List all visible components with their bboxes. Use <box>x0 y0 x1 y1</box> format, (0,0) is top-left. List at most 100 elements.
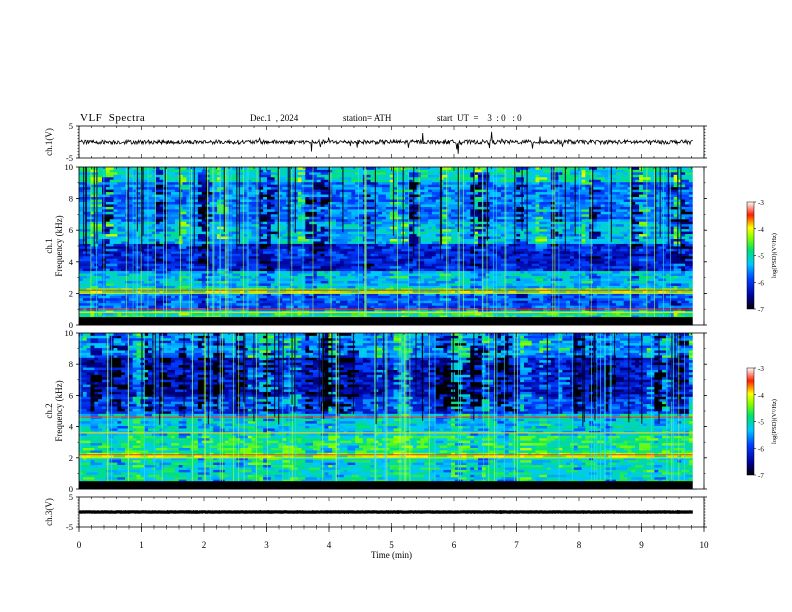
ch1-spectrogram-cell <box>539 226 548 230</box>
ch1-spectrogram-cell <box>681 253 690 257</box>
ch1-spectrogram-cell <box>240 292 245 296</box>
station-label: station= ATH <box>343 113 392 123</box>
ch1-spectrogram-cell <box>658 223 667 227</box>
ch1-spectrogram-cell <box>155 191 164 195</box>
ch1-spectrogram-cell <box>301 270 314 274</box>
ch1-spectrogram-cell <box>286 270 291 274</box>
ch1-spectrogram-cell <box>148 312 160 316</box>
ch1-spectrogram-cell <box>90 310 95 314</box>
ch1-spectrogram-cell <box>520 268 525 272</box>
ch1-spectrogram-cell <box>535 278 544 281</box>
ch1-spectrogram-cell <box>128 184 141 188</box>
ch1-spectrogram-cell <box>109 260 122 264</box>
ch1-spectrogram-cell <box>332 236 337 239</box>
ch1-spectrogram-cell <box>163 302 176 306</box>
ch1-spectrogram-cell <box>466 231 475 235</box>
ch1-spectrogram-cell <box>359 273 364 277</box>
ch1-spectrogram-cell <box>378 263 383 267</box>
ch1-spectrogram-cell <box>650 189 663 193</box>
ch1-spectrogram-cell <box>79 278 84 281</box>
ch1-spectrogram-cell <box>94 184 103 188</box>
ch1-spectrogram-cell <box>251 315 264 318</box>
ch1-spectrogram-cell <box>658 300 671 304</box>
ch1-spectrogram-cell <box>102 226 114 230</box>
ch1-spectrogram-cell <box>443 255 456 259</box>
ch1-spectrogram-cell <box>336 236 348 239</box>
ch1-spectrogram-cell <box>90 292 95 296</box>
ch1-spectrogram-cell <box>466 273 475 277</box>
ch1-spectrogram-cell <box>128 287 134 291</box>
ch1-spectrogram-cell <box>408 174 421 178</box>
ch1-spectrogram-cell <box>301 231 310 235</box>
ch1-spectrogram-cell <box>489 290 494 294</box>
ch1-spectrogram-cell <box>431 238 440 242</box>
ch1-spectrogram-cell <box>190 243 203 247</box>
ch1-spectrogram-cell <box>439 295 444 299</box>
ch1-spectrogram-cell <box>631 246 636 249</box>
ch1-spectrogram-cell <box>163 171 176 175</box>
ch1-spectrogram-cell <box>619 189 628 193</box>
ch1-spectrogram-cell <box>451 290 456 294</box>
ch1-spectrogram-cell <box>420 315 429 318</box>
ch1-spectrogram-cell <box>266 241 272 244</box>
ch1-spectrogram-cell <box>79 300 88 304</box>
ch1-spectrogram-cell <box>474 310 479 314</box>
ch1-spectrogram-cell <box>144 211 157 215</box>
ch1-spectrogram-cell <box>420 263 425 267</box>
ch1-spectrogram-cell <box>217 285 229 289</box>
ch1-spectrogram-cell <box>646 310 659 314</box>
ch1-spectrogram-cell <box>109 221 118 225</box>
ch1-spectrogram-cell <box>612 253 625 257</box>
ch1-spectrogram-cell <box>324 283 329 286</box>
ch1-spectrogram-cell <box>255 201 268 205</box>
ch1-spectrogram-cell <box>570 268 575 272</box>
ch1-spectrogram-cell <box>516 295 529 299</box>
ch1-spectrogram-cell <box>351 221 356 225</box>
ch1-spectrogram-cell <box>685 243 694 247</box>
ch1-spectrogram-cell <box>623 285 628 289</box>
ch1-spectrogram-cell <box>102 216 114 220</box>
ch1-spectrogram-cell <box>431 171 437 175</box>
ch1-spectrogram-cell <box>324 265 337 269</box>
ch1-spectrogram-cell <box>270 233 276 237</box>
ch1-spectrogram-cell <box>658 280 667 284</box>
ch1-spectrogram-cell <box>247 204 253 207</box>
ch1-spectrogram-cell <box>424 204 437 207</box>
ch1-spectrogram-cell <box>209 194 222 198</box>
ch1-spectrogram-cell <box>197 171 206 175</box>
ch1-spectrogram-cell <box>539 231 552 235</box>
ch1-spectrogram-cell <box>405 171 410 175</box>
ch1-spectrogram-cell <box>619 241 625 244</box>
ch1-spectrogram-cell <box>174 275 180 279</box>
ch1-spectrogram-cell <box>125 208 130 212</box>
ch1-spectrogram-cell <box>412 310 417 314</box>
ch1-spectrogram-cell <box>546 176 552 180</box>
ch1-spectrogram-cell <box>593 297 598 301</box>
ch1-spectrogram-cell <box>125 300 134 304</box>
ch1-spectrogram-cell <box>263 315 272 318</box>
ch1-spectrogram-cell <box>121 236 130 239</box>
ch1-spectrogram-cell <box>428 189 433 193</box>
ch1-spectrogram-cell <box>431 186 444 190</box>
ch1-spectrogram-cell <box>378 312 383 316</box>
ch1-spectrogram-cell <box>424 216 429 220</box>
ch1-spectrogram-cell <box>312 300 325 304</box>
ch1-spectrogram-cell <box>86 287 91 291</box>
ch1-spectrogram-cell <box>136 312 149 316</box>
ch1-spectrogram-cell <box>497 300 506 304</box>
ch1-spectrogram-cell <box>312 199 318 202</box>
ch1-spectrogram-cell <box>182 263 195 267</box>
ch1-spectrogram-cell <box>370 290 379 294</box>
ch1-spectrogram-cell <box>301 174 306 178</box>
ch1-spectrogram-cell <box>328 310 337 314</box>
ch1-spectrogram-cell <box>155 176 160 180</box>
ch1-spectrogram-cell <box>259 223 272 227</box>
ch1-spectrogram-cell <box>546 310 556 314</box>
ch1-spectrogram-cell <box>531 297 540 301</box>
ch1-spectrogram-cell <box>500 196 513 200</box>
ch1-spectrogram-cell <box>428 226 433 230</box>
ch1-spectrogram-cell <box>416 302 421 306</box>
ch1-spectrogram-cell <box>320 208 325 212</box>
ch1-spectrogram-cell <box>136 300 149 304</box>
ch1-spectrogram-cell <box>201 174 210 178</box>
